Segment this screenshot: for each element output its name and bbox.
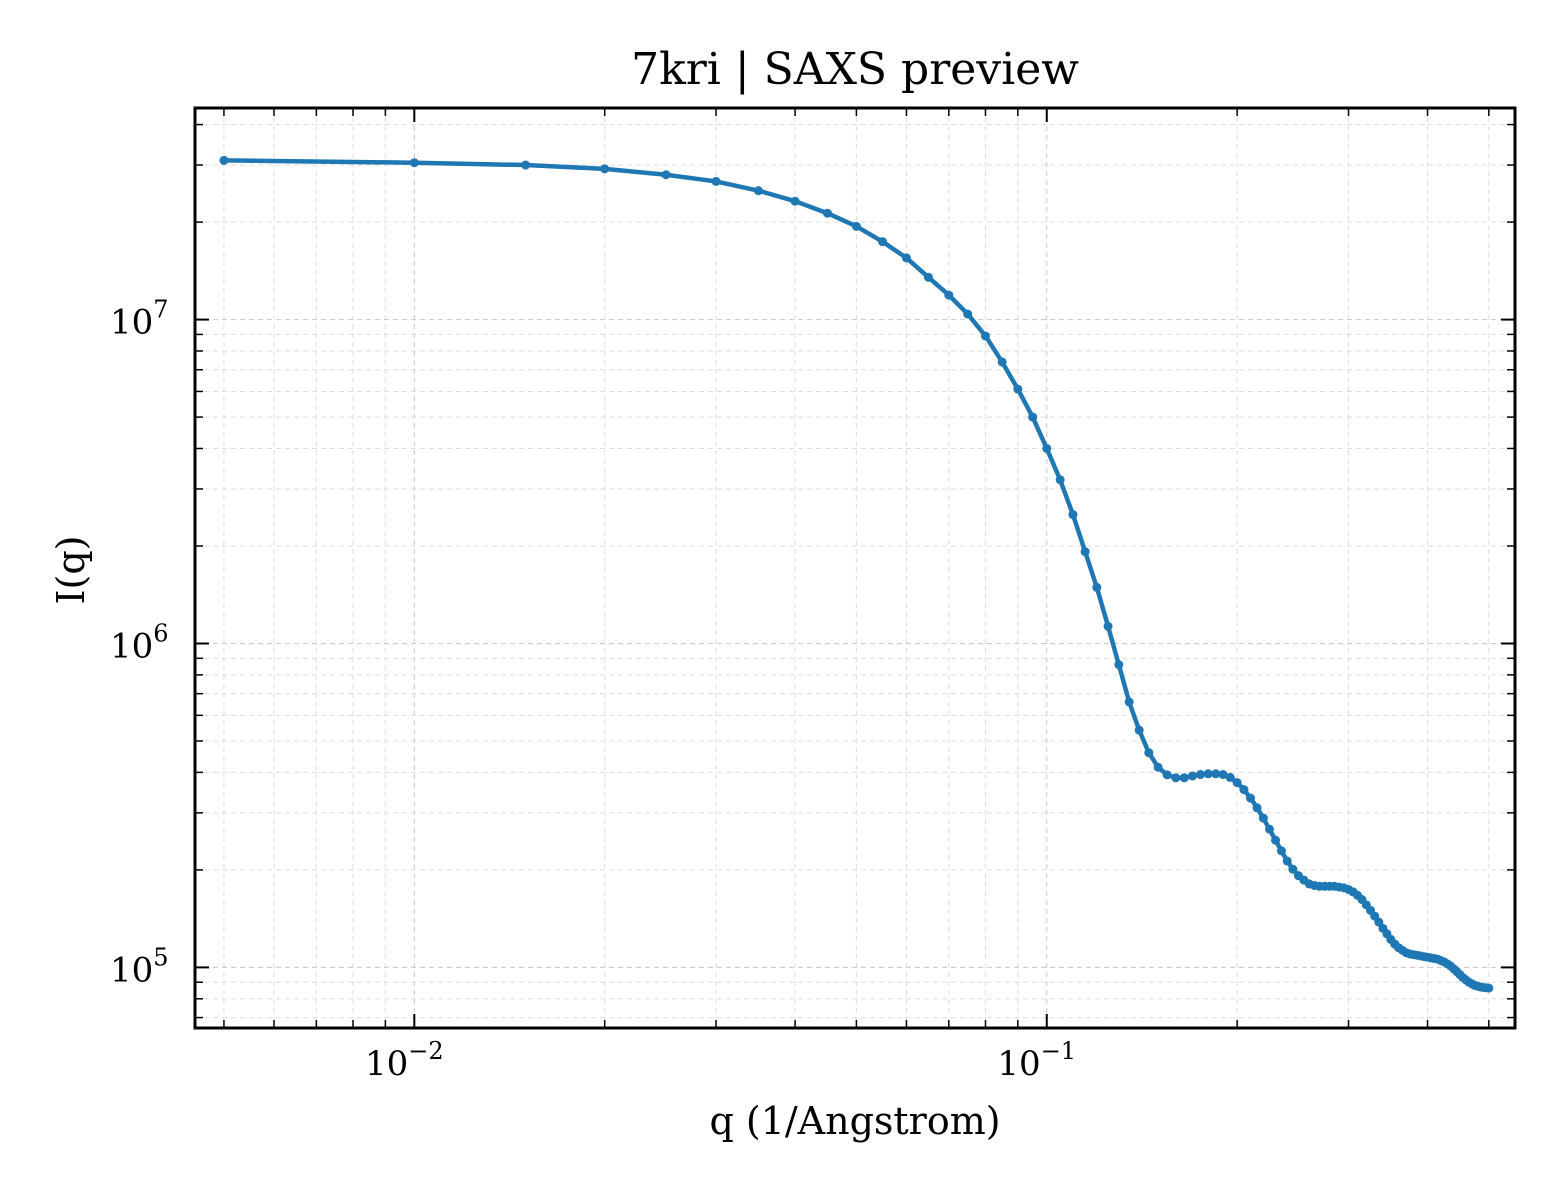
data-point — [1276, 846, 1286, 856]
series-line — [221, 158, 1492, 991]
data-point — [1271, 835, 1281, 845]
chart-title: 7kri | SAXS preview — [631, 44, 1079, 95]
data-point — [1134, 725, 1144, 735]
grid-lines — [195, 108, 1515, 1028]
data-point — [219, 155, 229, 165]
data-point — [1288, 864, 1298, 874]
data-point — [901, 253, 911, 263]
data-point — [1203, 769, 1213, 779]
data-point — [822, 208, 832, 218]
axis-ticks — [195, 108, 1515, 1028]
data-point — [1179, 773, 1189, 783]
data-point — [1252, 803, 1262, 813]
plot-frame — [193, 106, 1517, 1030]
data-point — [661, 170, 671, 180]
data-point — [1055, 475, 1065, 485]
data-point — [923, 272, 933, 282]
data-point — [1264, 824, 1274, 834]
data-point — [1225, 772, 1235, 782]
data-point — [1114, 660, 1124, 670]
data-point — [963, 309, 973, 319]
data-point — [1028, 412, 1038, 422]
data-point — [790, 196, 800, 206]
data-point — [1258, 813, 1268, 823]
data-point — [851, 221, 861, 231]
data-point — [1232, 778, 1242, 788]
data-point — [1080, 547, 1090, 557]
y-tick-label: 107 — [110, 296, 169, 343]
x-tick-label: 10−1 — [997, 1037, 1076, 1084]
data-point — [980, 331, 990, 341]
data-point — [1239, 785, 1249, 795]
data-point — [1153, 762, 1163, 772]
data-point — [521, 160, 531, 170]
data-point — [1171, 773, 1181, 783]
data-point — [1282, 856, 1292, 866]
data-point — [753, 186, 763, 196]
data-point — [711, 176, 721, 186]
data-point — [1484, 983, 1494, 993]
y-tick-label: 106 — [110, 619, 169, 666]
x-tick-label: 10−2 — [365, 1037, 444, 1084]
x-axis-label: q (1/Angstrom) — [709, 1099, 1000, 1143]
data-point — [600, 164, 610, 174]
data-series — [219, 155, 1494, 993]
data-point — [1068, 510, 1078, 520]
data-point — [944, 290, 954, 300]
data-point — [1092, 582, 1102, 592]
data-point — [997, 357, 1007, 367]
data-point — [1013, 384, 1023, 394]
data-point — [1144, 748, 1154, 758]
data-point — [878, 237, 888, 247]
data-point — [1218, 770, 1228, 780]
data-point — [1211, 769, 1221, 779]
data-point — [409, 158, 419, 168]
data-point — [1195, 770, 1205, 780]
y-axis-label: I(q) — [49, 536, 93, 605]
data-point — [1162, 770, 1172, 780]
data-point — [1124, 697, 1134, 707]
y-tick-label: 105 — [110, 943, 169, 990]
tick-labels: 10−2 10−1 105 106 107 — [110, 296, 1076, 1084]
data-point — [1188, 771, 1198, 781]
data-point — [1042, 443, 1052, 453]
data-point — [1246, 793, 1256, 803]
data-point — [1103, 621, 1113, 631]
